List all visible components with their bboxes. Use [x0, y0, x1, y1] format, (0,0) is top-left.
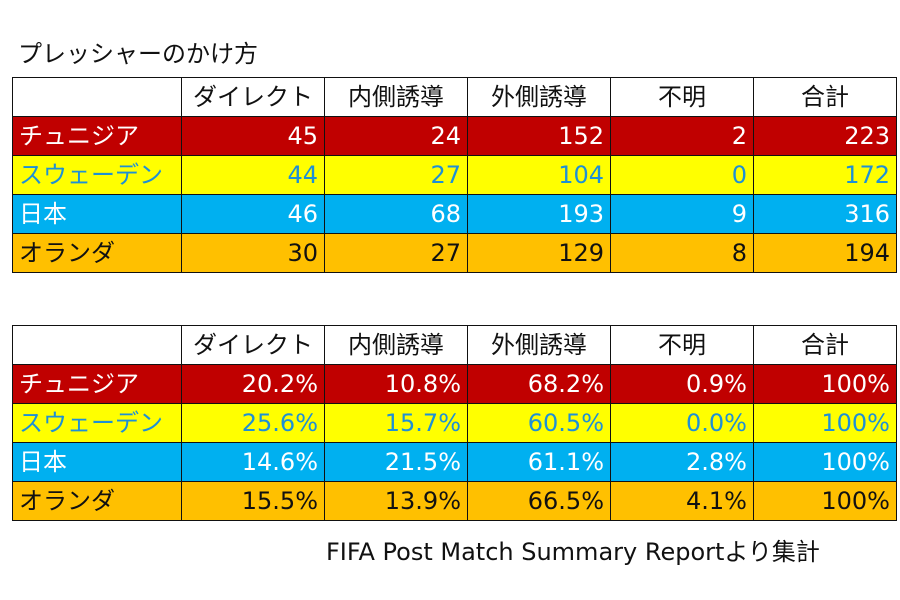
value-cell: 68.2%	[467, 364, 611, 404]
header-row: ダイレクト 内側誘導 外側誘導 不明 合計	[12, 325, 897, 365]
table-row: チュニジア 20.2% 10.8% 68.2% 0.9% 100%	[12, 364, 897, 404]
value-cell: 15.7%	[324, 403, 468, 443]
value-cell: 61.1%	[467, 442, 611, 482]
header-row: ダイレクト 内側誘導 外側誘導 不明 合計	[12, 77, 897, 117]
value-cell: 2	[610, 116, 754, 156]
value-cell: 223	[753, 116, 897, 156]
value-cell: 316	[753, 194, 897, 234]
column-header: ダイレクト	[181, 325, 325, 365]
table-row: 日本 14.6% 21.5% 61.1% 2.8% 100%	[12, 442, 897, 482]
team-name-cell: オランダ	[12, 233, 182, 273]
column-header: ダイレクト	[181, 77, 325, 117]
column-header: 内側誘導	[324, 325, 468, 365]
value-cell: 100%	[753, 403, 897, 443]
value-cell: 24	[324, 116, 468, 156]
value-cell: 46	[181, 194, 325, 234]
header-corner-cell	[12, 325, 182, 365]
value-cell: 0	[610, 155, 754, 195]
table-row: オランダ 15.5% 13.9% 66.5% 4.1% 100%	[12, 481, 897, 521]
value-cell: 10.8%	[324, 364, 468, 404]
value-cell: 0.9%	[610, 364, 754, 404]
value-cell: 152	[467, 116, 611, 156]
value-cell: 44	[181, 155, 325, 195]
column-header: 合計	[753, 325, 897, 365]
table-row: スウェーデン 25.6% 15.7% 60.5% 0.0% 100%	[12, 403, 897, 443]
source-note: FIFA Post Match Summary Reportより集計	[326, 538, 820, 566]
value-cell: 30	[181, 233, 325, 273]
value-cell: 100%	[753, 442, 897, 482]
value-cell: 27	[324, 233, 468, 273]
team-name-cell: 日本	[12, 194, 182, 234]
table-row: スウェーデン 44 27 104 0 172	[12, 155, 897, 195]
value-cell: 66.5%	[467, 481, 611, 521]
value-cell: 60.5%	[467, 403, 611, 443]
value-cell: 20.2%	[181, 364, 325, 404]
value-cell: 104	[467, 155, 611, 195]
table-row: 日本 46 68 193 9 316	[12, 194, 897, 234]
value-cell: 0.0%	[610, 403, 754, 443]
column-header: 不明	[610, 77, 754, 117]
value-cell: 8	[610, 233, 754, 273]
value-cell: 25.6%	[181, 403, 325, 443]
column-header: 合計	[753, 77, 897, 117]
value-cell: 129	[467, 233, 611, 273]
value-cell: 2.8%	[610, 442, 754, 482]
value-cell: 9	[610, 194, 754, 234]
team-name-cell: 日本	[12, 442, 182, 482]
page-title: プレッシャーのかけ方	[18, 40, 258, 68]
value-cell: 4.1%	[610, 481, 754, 521]
team-name-cell: チュニジア	[12, 116, 182, 156]
pressure-counts-table: ダイレクト 内側誘導 外側誘導 不明 合計 チュニジア 45 24 152 2 223 スウェーデン 4…	[12, 77, 897, 273]
value-cell: 14.6%	[181, 442, 325, 482]
table-row: チュニジア 45 24 152 2 223	[12, 116, 897, 156]
team-name-cell: チュニジア	[12, 364, 182, 404]
column-header: 不明	[610, 325, 754, 365]
value-cell: 172	[753, 155, 897, 195]
value-cell: 194	[753, 233, 897, 273]
column-header: 内側誘導	[324, 77, 468, 117]
header-corner-cell	[12, 77, 182, 117]
team-name-cell: スウェーデン	[12, 155, 182, 195]
pressure-percentage-table: ダイレクト 内側誘導 外側誘導 不明 合計 チュニジア 20.2% 10.8% 68.2% 0.9…	[12, 325, 897, 521]
value-cell: 27	[324, 155, 468, 195]
value-cell: 21.5%	[324, 442, 468, 482]
value-cell: 68	[324, 194, 468, 234]
column-header: 外側誘導	[467, 325, 611, 365]
value-cell: 45	[181, 116, 325, 156]
value-cell: 193	[467, 194, 611, 234]
value-cell: 100%	[753, 481, 897, 521]
value-cell: 13.9%	[324, 481, 468, 521]
team-name-cell: オランダ	[12, 481, 182, 521]
pressure-counts-body: ダイレクト 内側誘導 外側誘導 不明 合計 チュニジア 45 24 152 2 223 スウェーデン 4…	[12, 77, 897, 273]
column-header: 外側誘導	[467, 77, 611, 117]
value-cell: 100%	[753, 364, 897, 404]
pressure-percentage-body: ダイレクト 内側誘導 外側誘導 不明 合計 チュニジア 20.2% 10.8% 68.2% 0.9…	[12, 325, 897, 521]
table-row: オランダ 30 27 129 8 194	[12, 233, 897, 273]
team-name-cell: スウェーデン	[12, 403, 182, 443]
value-cell: 15.5%	[181, 481, 325, 521]
